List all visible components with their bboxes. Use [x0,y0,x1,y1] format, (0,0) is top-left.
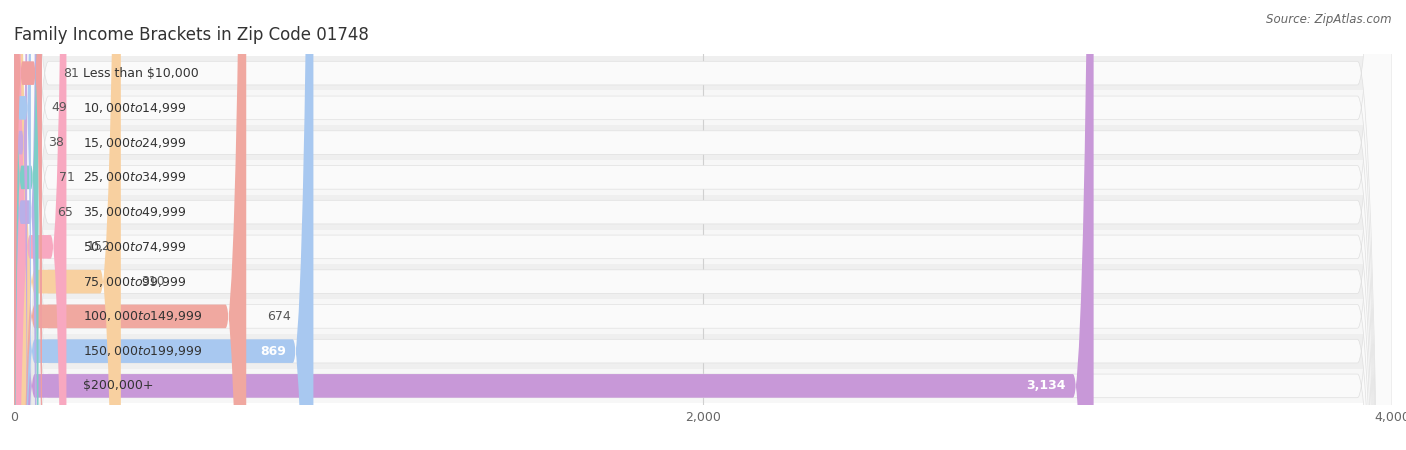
Text: 49: 49 [52,101,67,114]
Bar [14,334,1392,369]
Text: $75,000 to $99,999: $75,000 to $99,999 [83,274,187,288]
FancyBboxPatch shape [14,0,121,450]
FancyBboxPatch shape [14,0,1392,450]
Text: 310: 310 [142,275,166,288]
FancyBboxPatch shape [14,0,1392,450]
Bar [14,125,1392,160]
Text: $150,000 to $199,999: $150,000 to $199,999 [83,344,202,358]
Text: Source: ZipAtlas.com: Source: ZipAtlas.com [1267,14,1392,27]
FancyBboxPatch shape [14,0,246,450]
Text: $50,000 to $74,999: $50,000 to $74,999 [83,240,187,254]
FancyBboxPatch shape [14,0,38,450]
Bar [14,160,1392,195]
FancyBboxPatch shape [14,0,1392,450]
FancyBboxPatch shape [14,0,1392,450]
Text: 674: 674 [267,310,291,323]
FancyBboxPatch shape [14,0,37,450]
FancyBboxPatch shape [14,0,66,450]
Bar [14,264,1392,299]
FancyBboxPatch shape [14,0,1392,450]
Text: Family Income Brackets in Zip Code 01748: Family Income Brackets in Zip Code 01748 [14,26,368,44]
Text: 38: 38 [48,136,63,149]
Text: 152: 152 [87,240,111,253]
Text: 65: 65 [58,206,73,219]
FancyBboxPatch shape [14,0,31,450]
Bar [14,56,1392,90]
FancyBboxPatch shape [14,0,1392,450]
FancyBboxPatch shape [14,0,314,450]
Text: $15,000 to $24,999: $15,000 to $24,999 [83,135,187,149]
Bar [14,90,1392,125]
Bar [14,369,1392,403]
Bar [14,299,1392,334]
Text: $10,000 to $14,999: $10,000 to $14,999 [83,101,187,115]
FancyBboxPatch shape [14,0,1094,450]
Bar [14,230,1392,264]
FancyBboxPatch shape [14,0,27,450]
Text: 869: 869 [260,345,285,358]
Text: $35,000 to $49,999: $35,000 to $49,999 [83,205,187,219]
Text: 71: 71 [59,171,75,184]
Text: 81: 81 [63,67,79,80]
Text: $200,000+: $200,000+ [83,379,153,392]
Bar [14,195,1392,230]
FancyBboxPatch shape [14,0,42,450]
FancyBboxPatch shape [14,0,1392,450]
Text: Less than $10,000: Less than $10,000 [83,67,198,80]
Text: 3,134: 3,134 [1026,379,1066,392]
FancyBboxPatch shape [14,0,1392,450]
FancyBboxPatch shape [14,0,1392,450]
FancyBboxPatch shape [14,0,1392,450]
Text: $100,000 to $149,999: $100,000 to $149,999 [83,310,202,324]
Text: $25,000 to $34,999: $25,000 to $34,999 [83,171,187,184]
